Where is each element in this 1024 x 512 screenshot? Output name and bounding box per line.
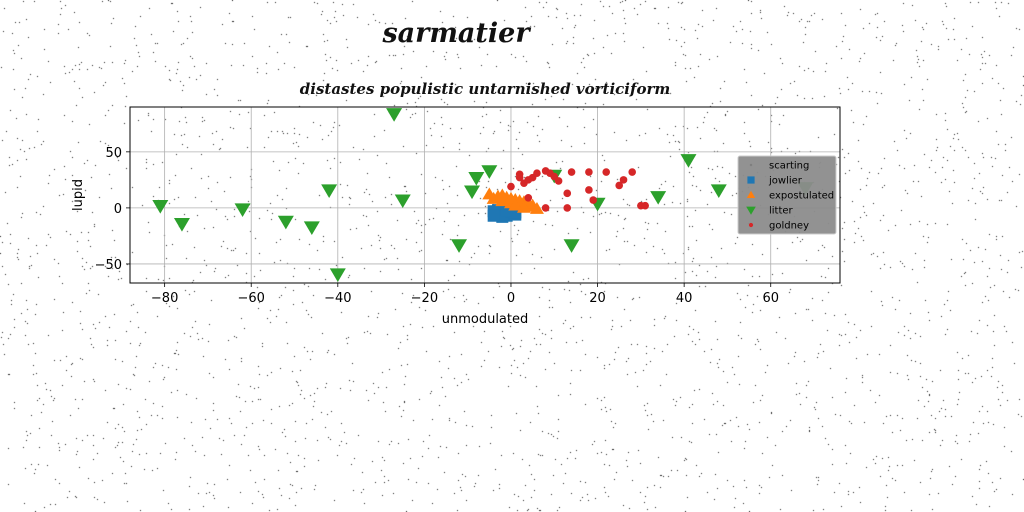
litter-point xyxy=(277,215,294,230)
x-tick-label: −80 xyxy=(151,291,178,306)
legend-marker xyxy=(746,190,756,198)
x-tick-label: −60 xyxy=(238,291,265,306)
litter-point xyxy=(710,184,727,198)
x-tick-label: −40 xyxy=(324,291,351,306)
legend-box xyxy=(737,155,837,235)
expostulated-point xyxy=(529,202,544,214)
litter-point xyxy=(468,172,485,186)
goldney-point xyxy=(641,201,649,210)
series-litter xyxy=(152,108,814,283)
legend-label: jowlier xyxy=(768,176,803,187)
x-axis-label: unmodulated xyxy=(442,312,529,327)
y-tick-label: 50 xyxy=(105,146,122,161)
goldney-point xyxy=(567,168,576,176)
legend-label: goldney xyxy=(769,221,809,232)
goldney-point xyxy=(524,194,533,202)
litter-point xyxy=(386,108,403,122)
expostulated-point xyxy=(516,200,531,213)
figure-suptitle: sarmatier xyxy=(382,18,530,49)
grid-lines xyxy=(130,107,840,283)
expostulated-point xyxy=(508,198,523,211)
litter-point xyxy=(481,165,498,179)
litter-point xyxy=(563,239,580,253)
y-tick-label: −50 xyxy=(95,258,122,273)
x-tick-label: 40 xyxy=(676,291,693,306)
litter-point xyxy=(650,191,667,205)
legend: scarting jowlier expostulated litter goldney xyxy=(737,155,837,235)
legend-marker xyxy=(749,163,753,167)
goldney-point xyxy=(554,177,563,185)
x-tick-label: 0 xyxy=(507,291,515,306)
x-tick-label: 20 xyxy=(589,291,606,306)
y-tick-label: 0 xyxy=(114,202,122,217)
goldney-point xyxy=(602,168,611,176)
x-tick-label: −20 xyxy=(411,291,438,306)
data-marks xyxy=(152,108,814,283)
goldney-point xyxy=(589,196,598,204)
axis-ticks: −80 −60 −40 −20 0 20 40 60 −50 0 50 xyxy=(95,146,779,306)
legend-label: scarting xyxy=(769,161,809,172)
litter-point xyxy=(173,217,190,232)
goldney-point xyxy=(585,186,593,194)
goldney-point xyxy=(619,176,628,184)
jowlier-point xyxy=(487,209,500,222)
expostulated-point xyxy=(495,188,510,201)
series-goldney xyxy=(507,167,649,212)
goldney-point xyxy=(563,189,572,198)
series-expostulated xyxy=(482,187,544,214)
y-axis-label: lupid xyxy=(71,179,86,211)
legend-marker xyxy=(747,176,755,184)
goldney-point xyxy=(533,169,541,177)
x-tick-label: 60 xyxy=(762,291,779,306)
goldney-point xyxy=(515,173,524,182)
plot-frame xyxy=(129,106,841,284)
litter-point xyxy=(680,154,697,168)
goldney-point xyxy=(615,181,624,190)
goldney-point xyxy=(628,168,636,176)
legend-label: expostulated xyxy=(769,191,834,202)
goldney-point xyxy=(507,182,515,191)
litter-point xyxy=(451,239,468,253)
litter-point xyxy=(329,268,346,283)
legend-marker xyxy=(746,206,756,215)
goldney-point xyxy=(585,168,593,176)
litter-point xyxy=(394,194,411,209)
litter-point xyxy=(234,203,251,218)
litter-point xyxy=(321,184,338,198)
legend-marker xyxy=(748,222,754,228)
chart-title: distastes populistic untarnished vortici… xyxy=(299,80,671,98)
legend-label: litter xyxy=(769,206,794,217)
goldney-point xyxy=(563,204,572,212)
litter-point xyxy=(152,200,169,214)
litter-point xyxy=(303,221,320,235)
goldney-point xyxy=(541,204,550,212)
litter-point xyxy=(464,185,481,200)
